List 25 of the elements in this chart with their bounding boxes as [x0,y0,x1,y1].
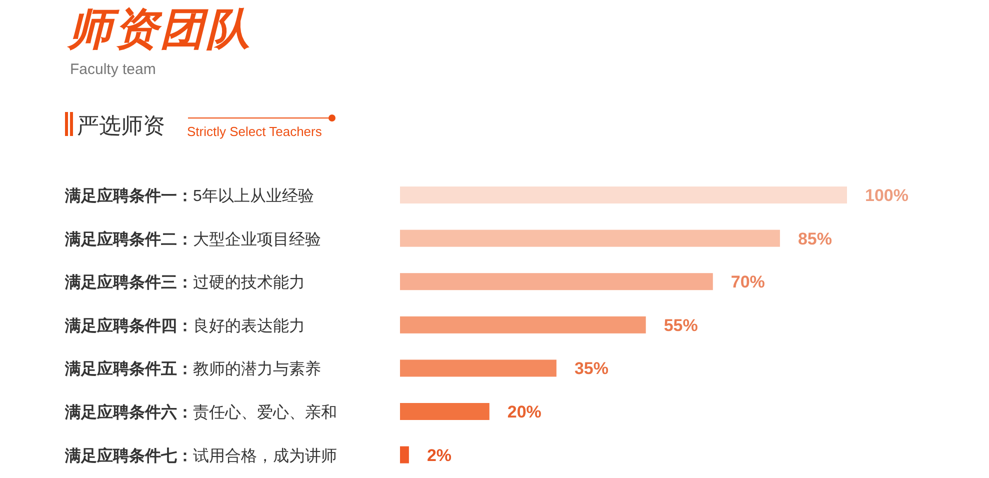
text: 严选师资 [77,113,165,138]
data-label: 85% [798,229,832,248]
data-label: 70% [730,272,765,292]
bar [400,403,490,420]
y-tick-label: 满足应聘条件五：教师的潜力与素养 [64,359,321,378]
data-label: 35% [574,359,608,378]
bar [400,446,409,464]
data-label: 20% [507,402,542,422]
data-label: 2% [426,446,452,465]
text: Faculty team [70,61,156,78]
text: Strictly Select Teachers [187,124,322,139]
bar [400,230,780,247]
bar [400,360,556,377]
y-tick-label: 满足应聘条件一：5年以上从业经验 [64,186,314,205]
data-label: 55% [664,316,698,335]
y-tick-label: 满足应聘条件四：良好的表达能力 [64,316,305,335]
y-tick-label: 满足应聘条件二：大型企业项目经验 [64,229,321,248]
y-tick-label: 满足应聘条件三：过硬的技术能力 [64,272,305,292]
y-tick-label: 满足应聘条件六：责任心、爱心、亲和 [64,402,337,422]
chart-title: 师资团队 [66,5,252,54]
y-tick-label: 满足应聘条件七：试用合格，成为讲师 [64,446,337,465]
bar [400,273,713,290]
bar [400,316,646,334]
data-label: 100% [865,186,908,205]
bar [400,186,847,204]
